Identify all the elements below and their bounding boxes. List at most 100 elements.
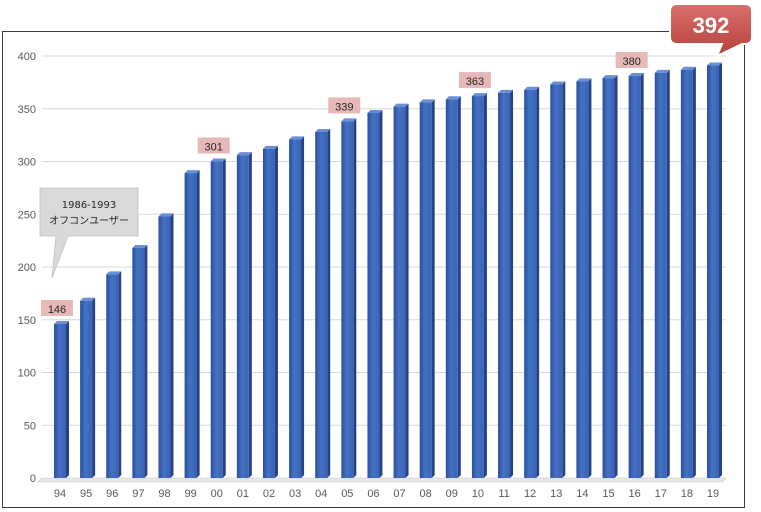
x-tick-label: 11 (498, 488, 509, 500)
bar-07 (393, 103, 409, 478)
bar-side (379, 109, 383, 478)
bar-side (248, 152, 252, 479)
bar-top (184, 170, 200, 174)
bar-side (692, 66, 696, 478)
bar-top (132, 245, 148, 249)
bar-top (106, 271, 122, 275)
highlight-value: 146 (48, 304, 66, 316)
bar-side (614, 75, 618, 478)
bar-side (170, 213, 174, 479)
bar-00 (210, 158, 226, 478)
bar-side (431, 99, 435, 479)
y-tick-label: 350 (18, 104, 36, 116)
bar-side (510, 89, 514, 479)
bar-front (54, 323, 66, 478)
bar-front (80, 300, 93, 478)
highlight-box (615, 52, 648, 69)
bar-top (707, 62, 722, 66)
bar-front (576, 81, 589, 478)
bar-08 (419, 99, 435, 479)
highlight-box (328, 97, 361, 114)
x-tick-label: 16 (629, 488, 641, 500)
x-tick-label: 96 (106, 488, 118, 500)
bar-front (184, 173, 197, 479)
bar-10 (471, 93, 487, 478)
bar-11 (498, 89, 514, 479)
y-tick-label: 100 (18, 368, 36, 380)
bar-side (196, 170, 200, 479)
bar-front (289, 139, 302, 478)
bar-side (457, 96, 461, 478)
chart-floor (37, 477, 727, 483)
bar-side (562, 81, 566, 479)
y-tick-label: 0 (30, 473, 36, 485)
bar-side (536, 86, 540, 478)
highlight-value: 363 (466, 76, 484, 88)
x-tick-label: 99 (184, 488, 196, 500)
bar-15 (602, 75, 618, 478)
bar-side (405, 103, 409, 478)
bar-side (92, 297, 96, 478)
highlight-label: 301 (197, 137, 230, 154)
bar-14 (576, 78, 592, 478)
note-line2: オフコンユーザー (49, 215, 129, 227)
final-value-callout: 392 (669, 3, 753, 59)
highlight-label: 363 (458, 72, 491, 89)
bar-top (524, 86, 540, 90)
bar-05 (341, 118, 357, 478)
bar-side (353, 118, 357, 478)
y-tick-label: 50 (24, 420, 36, 432)
y-tick-label: 300 (18, 157, 36, 169)
x-tick-label: 19 (707, 488, 719, 500)
bar-18 (680, 66, 696, 478)
bar-top (341, 118, 357, 122)
x-tick-label: 05 (341, 488, 353, 500)
bar-04 (315, 128, 331, 478)
bar-top (498, 89, 514, 93)
bar-99 (184, 170, 200, 479)
x-tick-label: 95 (80, 488, 92, 500)
floor-plane (37, 477, 727, 483)
bar-17 (654, 69, 670, 478)
bar-top (210, 158, 226, 162)
bar-06 (367, 109, 383, 478)
bar-front (262, 148, 275, 478)
bar-09 (445, 96, 461, 478)
bar-front (680, 69, 693, 478)
x-tick-label: 12 (524, 488, 536, 500)
bar-front (498, 92, 511, 479)
bar-01 (236, 152, 252, 479)
bar-front (707, 65, 719, 479)
x-tick-label: 97 (132, 488, 144, 500)
bar-side (719, 62, 722, 479)
bar-top (158, 213, 174, 217)
highlight-label: 380 (615, 52, 648, 69)
bar-top (550, 81, 566, 85)
highlight-value: 339 (335, 101, 353, 113)
bar-side (327, 128, 331, 478)
x-tick-label: 94 (54, 488, 66, 500)
x-tick-label: 07 (393, 488, 405, 500)
bar-front (550, 84, 563, 479)
bar-front (471, 96, 484, 478)
x-tick-label: 13 (550, 488, 562, 500)
bar-front (602, 78, 615, 478)
bar-top (236, 152, 252, 156)
bar-top (445, 96, 461, 100)
x-tick-label: 08 (420, 488, 432, 500)
bar-top (654, 69, 670, 73)
bar-03 (289, 136, 305, 478)
bar-top (367, 109, 383, 113)
bar-top (393, 103, 409, 107)
bar-top (680, 66, 696, 70)
bar-side (66, 320, 69, 478)
bar-97 (132, 245, 148, 478)
x-tick-label: 18 (681, 488, 693, 500)
bar-front (524, 89, 537, 478)
highlight-box (41, 299, 73, 316)
highlight-label: 146 (41, 299, 73, 316)
bar-front (315, 131, 328, 478)
bar-side (222, 158, 226, 478)
bar-front (628, 76, 641, 479)
